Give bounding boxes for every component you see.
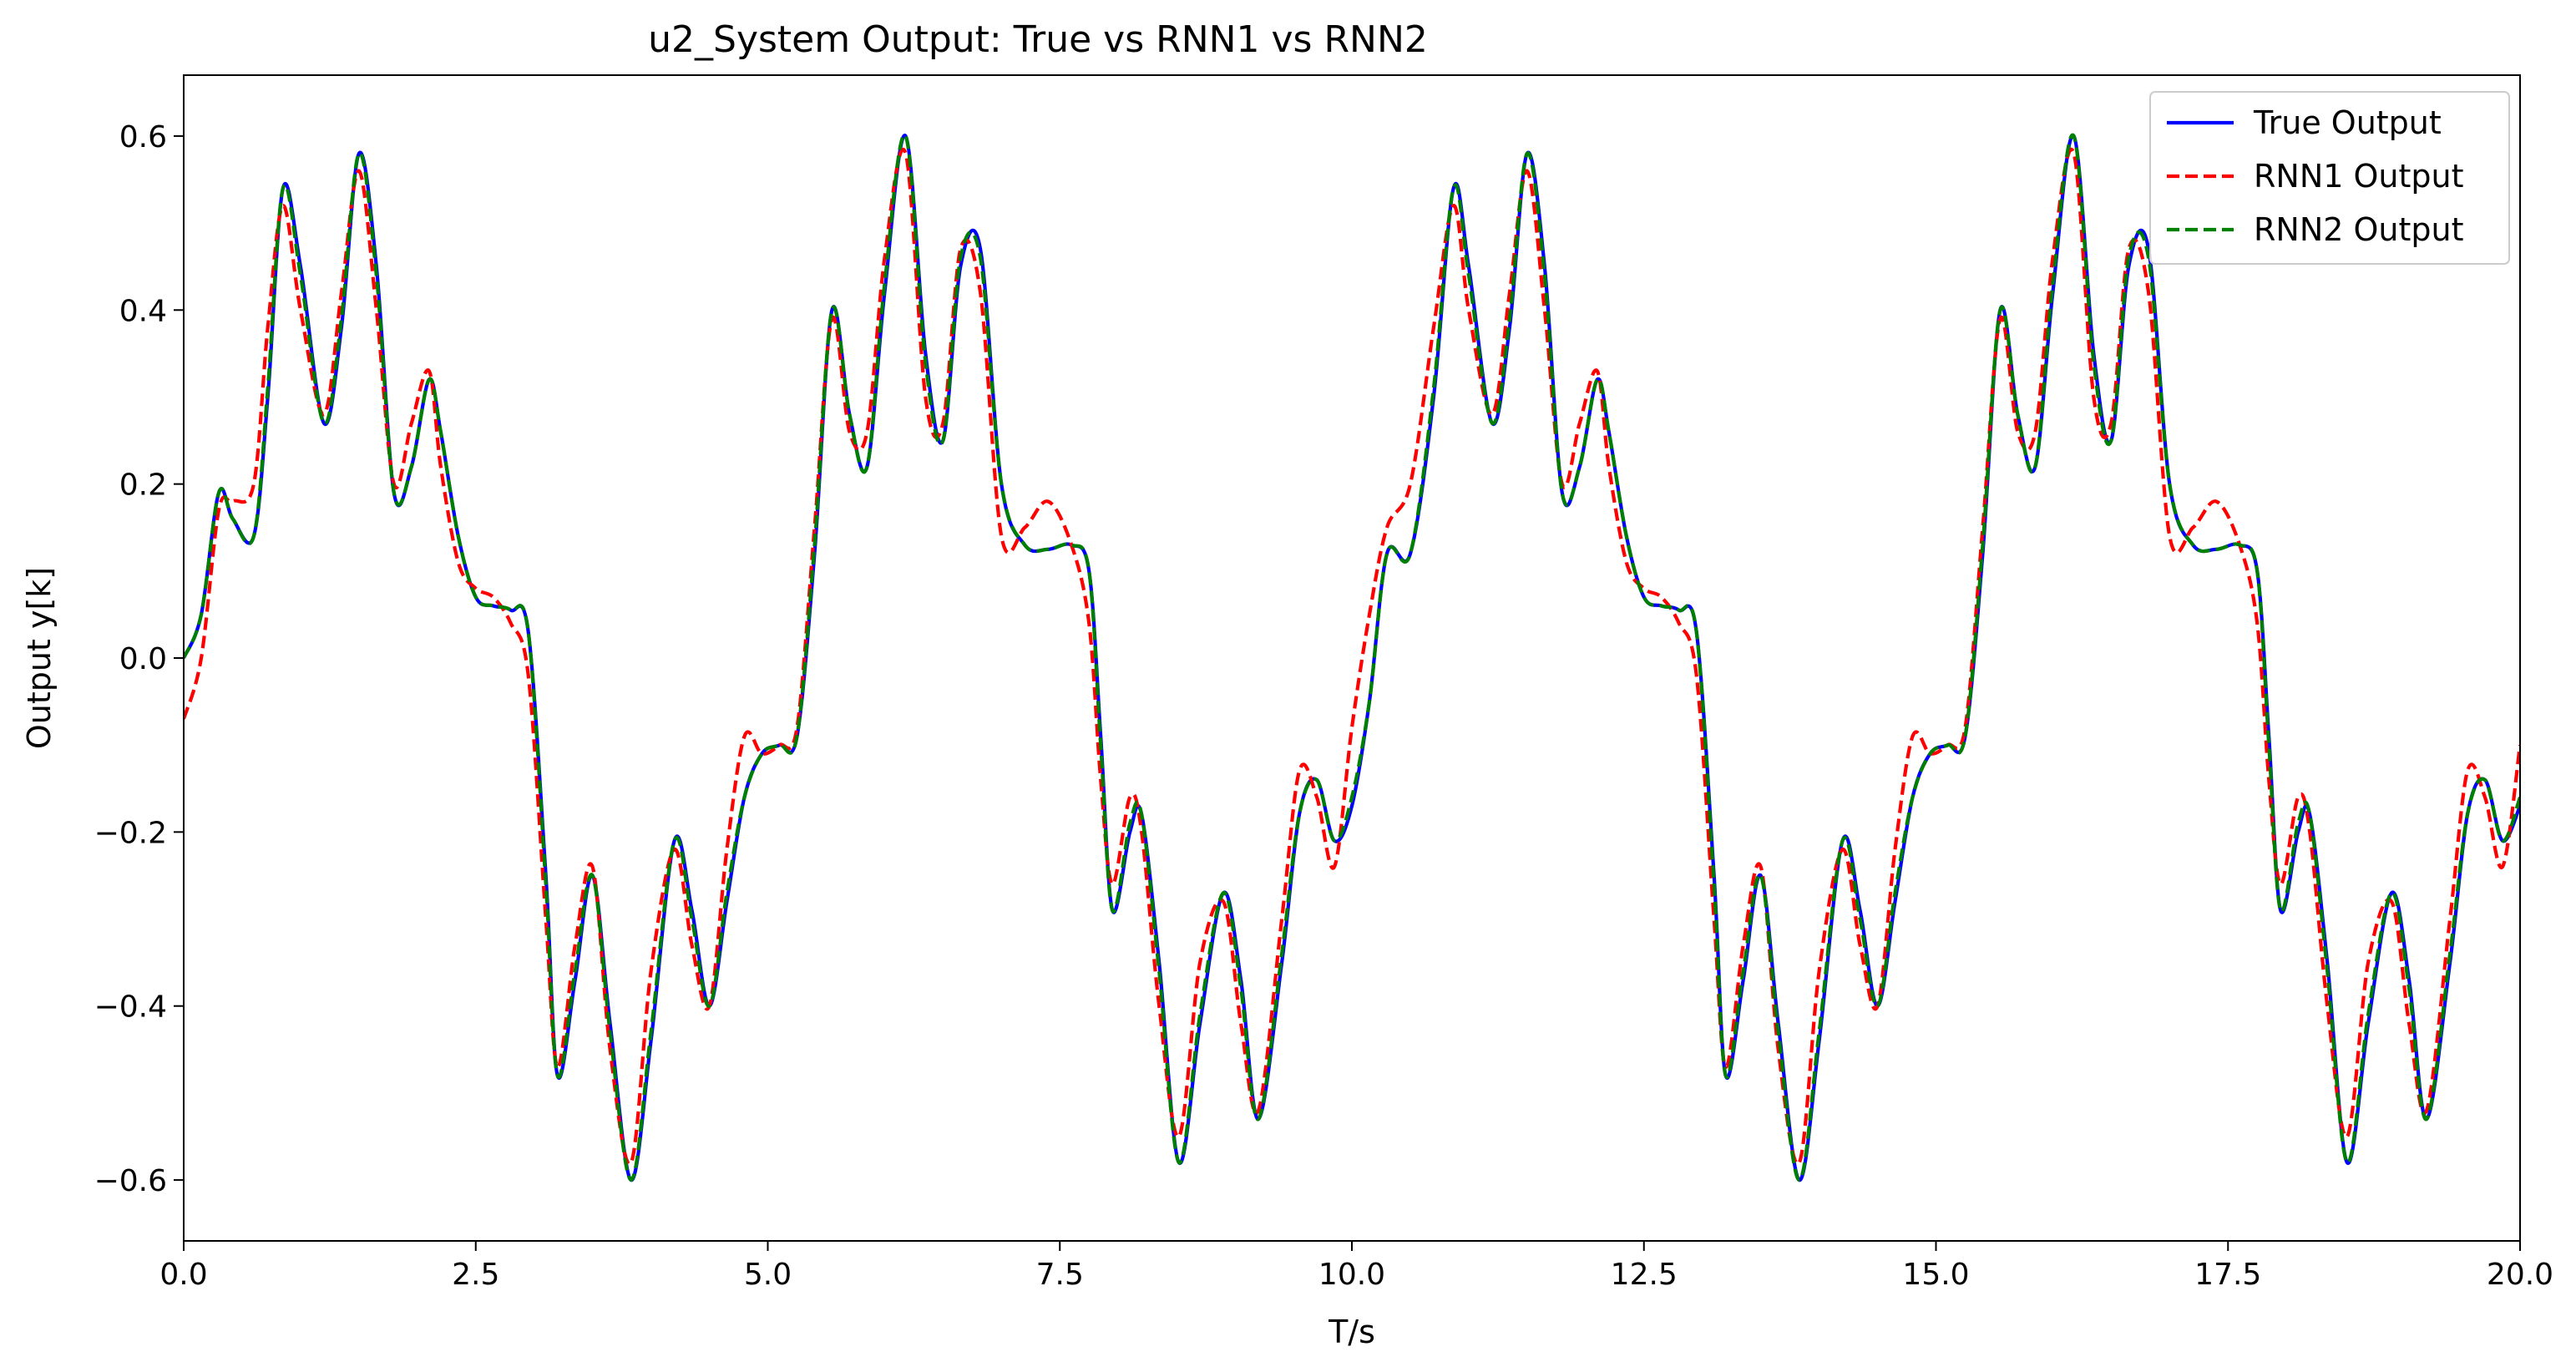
- y-tick-label: 0.2: [119, 468, 167, 503]
- legend: True Output RNN1 Output RNN2 Output: [2149, 91, 2510, 265]
- x-tick-label: 12.5: [1611, 1258, 1678, 1292]
- x-tick-label: 15.0: [1902, 1258, 1969, 1292]
- y-tick-label: 0.0: [119, 642, 167, 676]
- x-axis-label: T/s: [1328, 1314, 1375, 1350]
- legend-entry-label: RNN2 Output: [2254, 211, 2464, 248]
- x-tick-label: 2.5: [452, 1258, 499, 1292]
- x-tick-label: 10.0: [1318, 1258, 1385, 1292]
- series-line-rnn1-output: [184, 147, 2520, 1167]
- y-tick-label: −0.2: [94, 816, 167, 850]
- x-tick-label: 17.5: [2194, 1258, 2261, 1292]
- series-line-true-output: [184, 134, 2520, 1182]
- legend-entry-label: RNN1 Output: [2254, 158, 2464, 195]
- y-tick-label: −0.4: [94, 990, 167, 1025]
- legend-box: [2149, 91, 2510, 265]
- y-tick-label: 0.6: [119, 120, 167, 154]
- plot-area: [184, 133, 2520, 1182]
- x-tick-label: 7.5: [1036, 1258, 1084, 1292]
- y-tick-label: 0.4: [119, 294, 167, 328]
- y-axis: −0.6 −0.4 −0.2 0.0 0.2 0.4 0.6: [94, 120, 184, 1198]
- series-line-rnn2-output: [184, 133, 2520, 1182]
- legend-entry-label: True Output: [2253, 104, 2442, 141]
- chart-title: u2_System Output: True vs RNN1 vs RNN2: [648, 18, 1428, 61]
- x-tick-label: 0.0: [159, 1258, 207, 1292]
- plot-frame: [183, 74, 2521, 1242]
- x-axis: 0.0 2.5 5.0 7.5 10.0 12.5 15.0 17.5 20.0: [159, 1241, 2553, 1292]
- x-tick-label: 5.0: [744, 1258, 792, 1292]
- y-axis-label: Output y[k]: [21, 567, 58, 749]
- y-tick-label: −0.6: [94, 1164, 167, 1198]
- x-tick-label: 20.0: [2487, 1258, 2553, 1292]
